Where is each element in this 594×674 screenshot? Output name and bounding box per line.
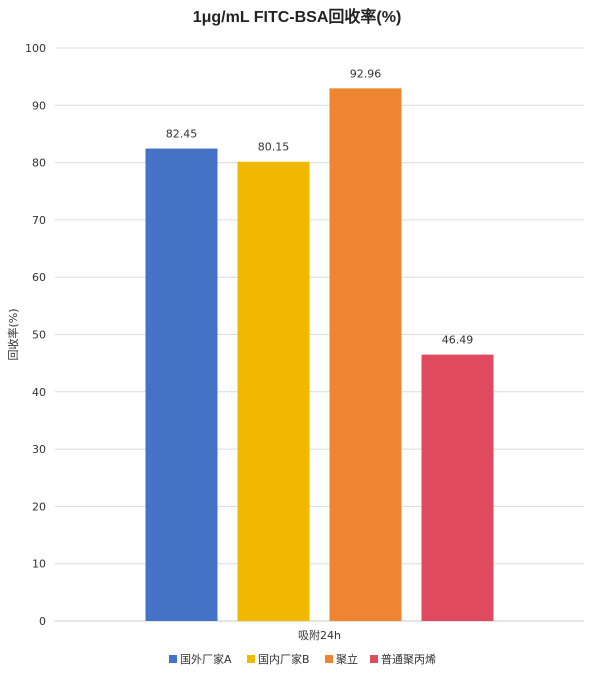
y-tick-label: 30 [32,443,46,456]
y-tick-label: 80 [32,157,46,170]
bars: 82.45 80.15 92.96 46.49 [145,67,494,622]
bar [421,354,494,621]
data-label: 92.96 [350,67,382,80]
y-tick-label: 50 [32,329,46,342]
data-label: 82.45 [166,128,198,141]
legend-swatch [247,655,255,663]
y-tick-label: 70 [32,214,46,227]
bar [329,88,402,621]
legend-swatch [169,655,177,663]
legend-label: 国内厂家B [258,652,310,666]
y-tick-label: 10 [32,558,46,571]
x-category-label: 吸附24h [298,628,341,642]
data-label: 46.49 [442,334,474,347]
legend-label: 国外厂家A [180,652,232,666]
gridlines [55,47,584,622]
chart-title: 1μg/mL FITC-BSA回收率(%) [193,7,402,26]
data-label: 80.15 [258,141,290,154]
bar [237,161,310,622]
bar [145,148,218,621]
y-axis-ticks: 0 10 20 30 40 50 60 70 80 90 100 [25,42,46,628]
y-tick-label: 60 [32,271,46,284]
y-tick-label: 100 [25,42,46,55]
legend-label: 聚立 [336,652,358,666]
legend-label: 普通聚丙烯 [381,652,436,666]
legend-swatch [370,655,378,663]
y-axis-title: 回收率(%) [6,308,20,360]
y-tick-label: 0 [39,615,46,628]
legend-swatch [325,655,333,663]
y-tick-label: 20 [32,500,46,513]
y-tick-label: 40 [32,386,46,399]
legend: 国外厂家A 国内厂家B 聚立 普通聚丙烯 [169,652,436,666]
y-tick-label: 90 [32,99,46,112]
